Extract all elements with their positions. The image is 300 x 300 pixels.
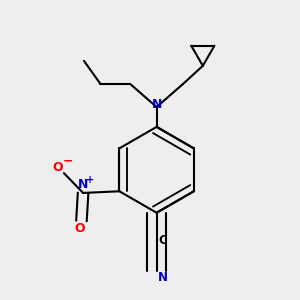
Text: N: N: [152, 98, 162, 111]
Text: +: +: [86, 175, 94, 185]
Text: O: O: [74, 222, 85, 235]
Text: −: −: [63, 154, 73, 167]
Text: C: C: [158, 234, 167, 247]
Text: O: O: [53, 161, 63, 174]
Text: N: N: [78, 178, 88, 191]
Text: N: N: [158, 271, 167, 284]
